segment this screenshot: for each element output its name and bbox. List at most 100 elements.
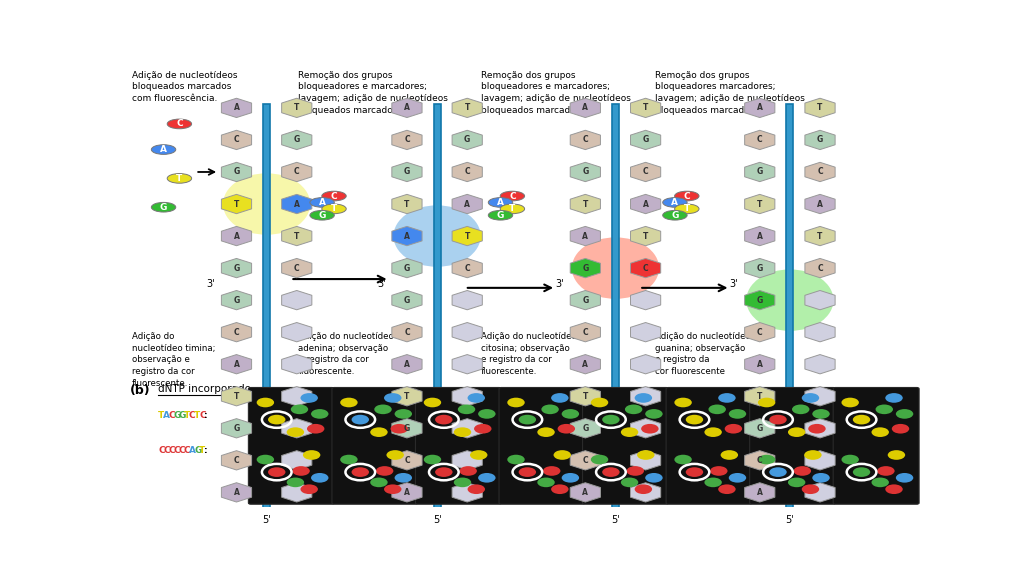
Circle shape — [301, 484, 318, 494]
Circle shape — [802, 484, 819, 494]
Polygon shape — [745, 323, 774, 342]
Polygon shape — [392, 483, 422, 502]
Text: T: T — [683, 205, 690, 213]
Circle shape — [387, 450, 404, 460]
Text: T: T — [583, 392, 588, 401]
Text: G: G — [174, 411, 181, 420]
Polygon shape — [630, 226, 661, 246]
Circle shape — [720, 450, 738, 460]
Polygon shape — [805, 355, 835, 374]
Circle shape — [674, 398, 692, 408]
Circle shape — [724, 424, 742, 434]
Text: T: T — [817, 231, 822, 241]
Ellipse shape — [674, 204, 699, 214]
Ellipse shape — [500, 191, 525, 201]
Circle shape — [728, 473, 746, 483]
Ellipse shape — [488, 198, 513, 207]
Circle shape — [291, 405, 308, 414]
Ellipse shape — [674, 191, 699, 201]
Circle shape — [641, 424, 659, 434]
Polygon shape — [392, 226, 422, 246]
Text: :: : — [205, 411, 208, 420]
Circle shape — [257, 398, 274, 408]
Circle shape — [812, 473, 830, 483]
Polygon shape — [281, 98, 312, 117]
Polygon shape — [281, 194, 312, 214]
Polygon shape — [281, 162, 312, 182]
Polygon shape — [745, 162, 774, 182]
Text: A: A — [817, 200, 822, 209]
Polygon shape — [570, 258, 601, 278]
Polygon shape — [281, 226, 312, 246]
Polygon shape — [805, 451, 835, 470]
Circle shape — [307, 424, 324, 434]
Polygon shape — [630, 131, 661, 149]
Text: A: A — [404, 360, 410, 369]
Text: A: A — [671, 198, 678, 207]
Polygon shape — [281, 131, 312, 149]
Text: A: A — [757, 103, 763, 112]
Bar — [434, 104, 441, 508]
Text: T: T — [234, 200, 239, 209]
Text: 3': 3' — [729, 279, 739, 289]
Text: T: T — [234, 392, 239, 401]
Text: A: A — [404, 488, 410, 497]
Circle shape — [541, 405, 559, 414]
Bar — [787, 104, 794, 508]
Circle shape — [459, 466, 477, 476]
Circle shape — [709, 405, 726, 414]
Circle shape — [474, 424, 491, 434]
Text: G: G — [404, 424, 410, 433]
Text: T: T — [158, 411, 165, 420]
Polygon shape — [630, 355, 661, 374]
Circle shape — [519, 415, 536, 425]
Polygon shape — [630, 386, 661, 406]
Ellipse shape — [663, 198, 687, 207]
Circle shape — [674, 455, 692, 465]
Polygon shape — [570, 98, 601, 117]
Text: A: A — [189, 446, 196, 455]
Circle shape — [591, 398, 609, 408]
Polygon shape — [221, 386, 252, 406]
Text: G: G — [233, 263, 239, 272]
Circle shape — [519, 467, 536, 477]
Circle shape — [311, 473, 328, 483]
Circle shape — [646, 409, 663, 419]
Text: T: T — [583, 200, 588, 209]
Circle shape — [395, 473, 412, 483]
Bar — [612, 104, 619, 508]
Text: Adição do nucleotídeo
adenina; observação
e registro da cor
fluorescente.: Adição do nucleotídeo adenina; observaçã… — [299, 332, 394, 376]
Text: T: T — [294, 103, 300, 112]
Circle shape — [842, 455, 859, 465]
Circle shape — [888, 450, 905, 460]
Polygon shape — [805, 131, 835, 149]
Polygon shape — [805, 291, 835, 310]
Text: (b): (b) — [130, 384, 150, 397]
FancyBboxPatch shape — [666, 388, 752, 504]
Circle shape — [478, 473, 495, 483]
Text: G: G — [179, 411, 186, 420]
Text: C: C — [174, 446, 180, 455]
Text: C: C — [642, 263, 649, 272]
Polygon shape — [805, 162, 835, 182]
Circle shape — [468, 393, 485, 403]
Text: G: G — [757, 424, 763, 433]
Polygon shape — [570, 418, 601, 438]
Polygon shape — [452, 323, 482, 342]
Polygon shape — [745, 451, 774, 470]
Circle shape — [384, 484, 401, 494]
Polygon shape — [570, 451, 601, 470]
Polygon shape — [570, 194, 601, 214]
Polygon shape — [805, 483, 835, 502]
Polygon shape — [452, 483, 482, 502]
Ellipse shape — [663, 210, 687, 220]
Circle shape — [794, 466, 811, 476]
Polygon shape — [221, 291, 252, 310]
Text: A: A — [163, 411, 170, 420]
Circle shape — [728, 409, 746, 419]
Polygon shape — [281, 291, 312, 310]
Circle shape — [551, 484, 569, 494]
Text: C: C — [642, 168, 649, 177]
Text: C: C — [464, 263, 470, 272]
Circle shape — [286, 478, 304, 487]
